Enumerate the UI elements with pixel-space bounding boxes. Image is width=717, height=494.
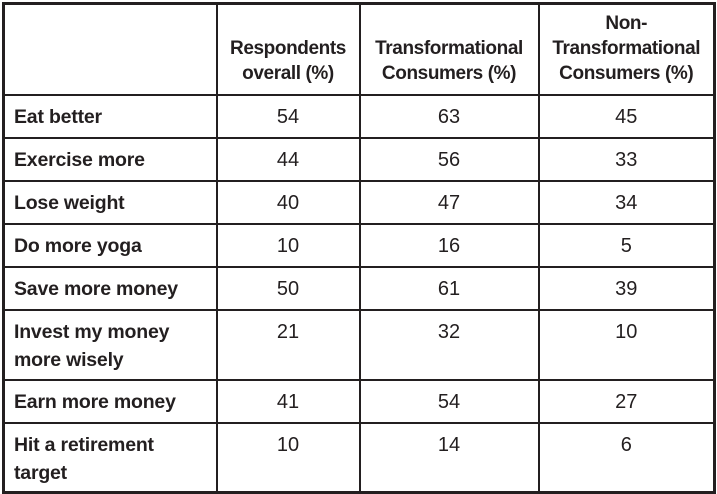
table-row: Hit a retirement target 10 14 6 xyxy=(2,421,716,493)
cell-value: 32 xyxy=(358,308,540,381)
cell-value: 39 xyxy=(537,265,716,311)
cell-value: 10 xyxy=(537,308,716,381)
row-label: Invest my money more wisely xyxy=(2,308,218,381)
table-row: Do more yoga 10 16 5 xyxy=(2,222,716,268)
table-row: Save more money 50 61 39 xyxy=(2,265,716,311)
cell-value: 63 xyxy=(358,93,540,139)
table-row: Invest my money more wisely 21 32 10 xyxy=(2,308,716,381)
cell-value: 56 xyxy=(358,136,540,182)
row-label: Exercise more xyxy=(2,136,218,182)
cell-value: 10 xyxy=(215,421,361,493)
corner-header-cell xyxy=(2,2,218,96)
table-row: Eat better 54 63 45 xyxy=(2,93,716,139)
header-row: Respondents overall (%) Transformational… xyxy=(2,2,716,96)
cell-value: 5 xyxy=(537,222,716,268)
cell-value: 40 xyxy=(215,179,361,225)
cell-value: 45 xyxy=(537,93,716,139)
cell-value: 10 xyxy=(215,222,361,268)
cell-value: 14 xyxy=(358,421,540,493)
column-header-respondents-overall: Respondents overall (%) xyxy=(215,2,361,96)
cell-value: 34 xyxy=(537,179,716,225)
table-row: Lose weight 40 47 34 xyxy=(2,179,716,225)
table-row: Earn more money 41 54 27 xyxy=(2,378,716,424)
cell-value: 54 xyxy=(358,378,540,424)
cell-value: 41 xyxy=(215,378,361,424)
cell-value: 44 xyxy=(215,136,361,182)
row-label: Hit a retirement target xyxy=(2,421,218,493)
column-header-non-transformational: Non- Transformational Consumers (%) xyxy=(537,2,716,96)
row-label: Eat better xyxy=(2,93,218,139)
row-label: Save more money xyxy=(2,265,218,311)
row-label: Lose weight xyxy=(2,179,218,225)
row-label: Earn more money xyxy=(2,378,218,424)
cell-value: 33 xyxy=(537,136,716,182)
column-header-transformational: Transformational Consumers (%) xyxy=(358,2,540,96)
cell-value: 47 xyxy=(358,179,540,225)
table-row: Exercise more 44 56 33 xyxy=(2,136,716,182)
cell-value: 54 xyxy=(215,93,361,139)
cell-value: 27 xyxy=(537,378,716,424)
cell-value: 50 xyxy=(215,265,361,311)
cell-value: 16 xyxy=(358,222,540,268)
cell-value: 21 xyxy=(215,308,361,381)
cell-value: 61 xyxy=(358,265,540,311)
row-label: Do more yoga xyxy=(2,222,218,268)
cell-value: 6 xyxy=(537,421,716,493)
